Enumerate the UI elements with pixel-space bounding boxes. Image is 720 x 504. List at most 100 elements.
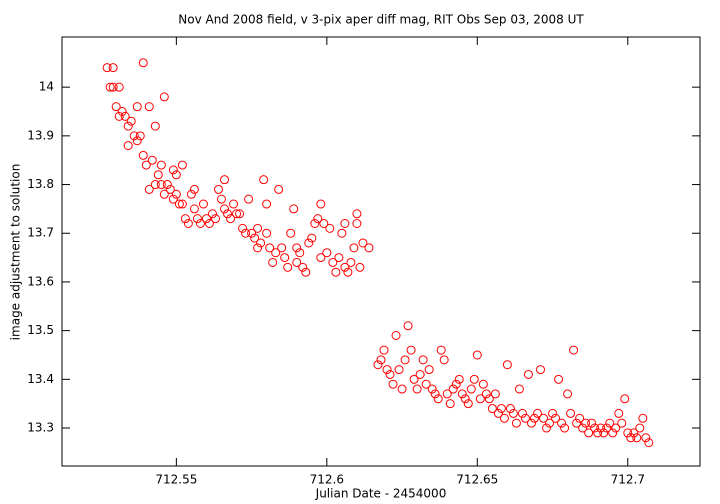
point [439, 355, 449, 365]
point [298, 262, 308, 272]
point [126, 116, 136, 126]
point [295, 248, 305, 258]
point [505, 404, 515, 414]
point [307, 233, 317, 243]
point [517, 408, 527, 418]
point [241, 228, 251, 238]
point [171, 170, 181, 180]
point [229, 199, 239, 209]
point [277, 243, 287, 253]
point [394, 365, 404, 375]
point [259, 175, 269, 185]
point [265, 243, 275, 253]
point [587, 418, 597, 428]
point [177, 199, 187, 209]
point [162, 180, 172, 190]
point [352, 209, 362, 219]
point [217, 194, 226, 204]
point [253, 223, 263, 233]
point [578, 423, 588, 433]
point [496, 404, 506, 414]
point [256, 238, 266, 248]
point [207, 209, 217, 219]
point [502, 360, 512, 370]
point [529, 413, 539, 423]
point [508, 408, 518, 418]
point [608, 428, 618, 438]
point [352, 219, 362, 229]
point [590, 423, 600, 433]
point [569, 345, 579, 355]
point [123, 121, 133, 131]
point [247, 228, 257, 238]
point [283, 262, 293, 272]
point [150, 180, 160, 190]
point [364, 243, 374, 253]
point [632, 433, 642, 443]
x-tick-label: 712.7 [611, 473, 645, 487]
point [418, 355, 428, 365]
point [644, 438, 654, 448]
point [626, 433, 636, 443]
point [511, 418, 521, 428]
point [204, 219, 214, 229]
y-tick-label: 13.8 [27, 177, 54, 191]
point [189, 184, 199, 194]
point [138, 58, 148, 68]
point [572, 418, 582, 428]
point [144, 102, 154, 112]
point [436, 345, 446, 355]
point [198, 199, 208, 209]
point [409, 374, 419, 384]
y-tick-label: 14 [39, 80, 54, 94]
point [301, 267, 311, 277]
point [244, 194, 254, 204]
point [180, 214, 190, 224]
point [611, 423, 621, 433]
point [484, 394, 494, 404]
point [421, 379, 431, 389]
point [286, 228, 296, 238]
point [150, 121, 160, 131]
point [340, 262, 350, 272]
point [542, 423, 552, 433]
point [475, 394, 485, 404]
point [114, 111, 124, 121]
y-tick-label: 13.9 [27, 128, 54, 142]
point [523, 369, 533, 379]
point [490, 389, 500, 399]
point [403, 321, 413, 331]
point [331, 267, 341, 277]
point [262, 228, 272, 238]
point [355, 262, 365, 272]
point [388, 379, 398, 389]
point [168, 165, 178, 175]
chart-title: Nov And 2008 field, v 3-pix aper diff ma… [178, 13, 584, 27]
point [499, 413, 509, 423]
point [322, 248, 332, 258]
point [397, 384, 407, 394]
point [463, 399, 473, 409]
point [168, 194, 178, 204]
y-tick-label: 13.4 [27, 372, 54, 386]
point [599, 428, 609, 438]
point [289, 204, 299, 214]
point [385, 369, 395, 379]
point [406, 345, 416, 355]
point [493, 408, 503, 418]
point [602, 423, 612, 433]
point [189, 204, 199, 214]
point [213, 184, 223, 194]
point [156, 160, 166, 170]
point [138, 150, 148, 160]
point [129, 131, 139, 141]
y-tick-label: 13.5 [27, 323, 54, 337]
x-tick-label: 712.65 [456, 473, 498, 487]
point [514, 384, 524, 394]
point [123, 141, 133, 151]
point [346, 257, 356, 267]
point [469, 374, 479, 384]
point [427, 384, 437, 394]
